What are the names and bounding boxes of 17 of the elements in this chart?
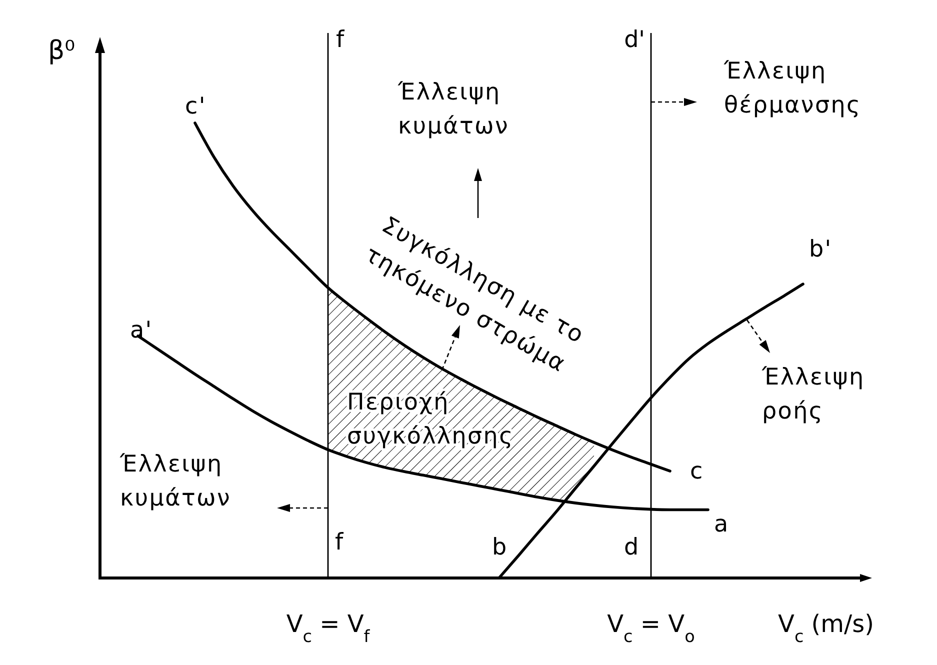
x-tick-label: V$_{c}$ = V$_{o}$: [607, 610, 695, 646]
annotation: b: [492, 534, 508, 560]
x-axis-title: V$_{c}$ (m/s): [778, 610, 874, 646]
annotation: Έλλειψη κυμάτων: [119, 451, 232, 512]
y-axis-title: β⁰: [48, 36, 76, 66]
text: c': [185, 93, 206, 120]
annotation: Έλλειψη ροής: [761, 364, 865, 424]
x-tick-label: V$_{c}$ = V$_{f}$: [286, 610, 371, 646]
ref-line-label: f: [335, 529, 344, 556]
annotation: Έλλειψη κυμάτων: [397, 79, 510, 140]
ref-line-label: d': [624, 27, 645, 53]
annotation: b': [809, 236, 832, 262]
text: Έλλειψη θέρμανσης: [723, 58, 862, 118]
annotation: c: [690, 458, 704, 484]
annotation: a: [714, 511, 730, 538]
text: f: [336, 27, 345, 53]
annotation: d: [624, 534, 640, 560]
